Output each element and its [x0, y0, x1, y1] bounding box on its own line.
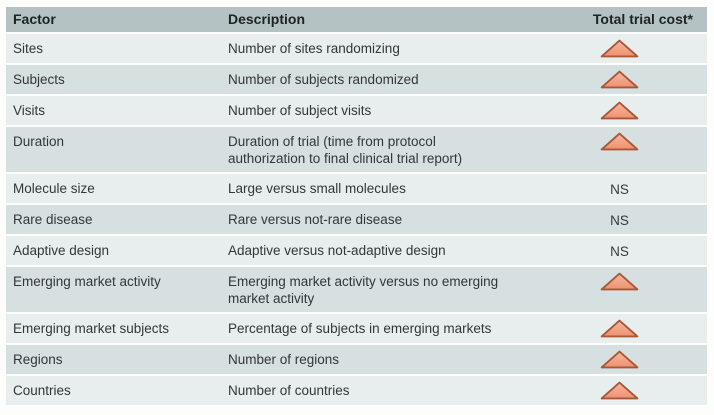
cost-cell	[560, 314, 707, 343]
factor-cell: Countries	[13, 383, 71, 398]
factor-cell: Regions	[13, 352, 63, 367]
table-row: Emerging market subjects Percentage of s…	[6, 314, 707, 343]
description-cell: Rare versus not-rare disease	[228, 212, 403, 227]
description-cell: Number of regions	[228, 352, 340, 367]
table-row: Countries Number of countries	[6, 376, 707, 405]
factor-cell: Molecule size	[13, 181, 95, 196]
table-header-row: Factor Description Total trial cost*	[6, 7, 707, 32]
table-row: Molecule size Large versus small molecul…	[6, 174, 707, 203]
table-row: Sites Number of sites randomizing	[6, 34, 707, 63]
cost-ns-value: NS	[610, 244, 629, 259]
factor-cell: Adaptive design	[13, 243, 110, 258]
cost-cell	[560, 34, 707, 63]
cost-ns-value: NS	[610, 182, 629, 197]
description-cell: Duration of trial (time from protocol au…	[228, 134, 463, 166]
column-header-factor: Factor	[13, 11, 56, 27]
description-cell: Number of countries	[228, 383, 350, 398]
cost-increase-triangle-icon	[600, 39, 639, 58]
cost-cell	[560, 267, 707, 312]
table-body: Sites Number of sites randomizing Subjec…	[6, 34, 707, 405]
cost-increase-triangle-icon	[600, 350, 639, 369]
description-cell: Emerging market activity versus no emerg…	[228, 274, 499, 306]
cost-cell: NS	[560, 205, 707, 234]
table-row: Adaptive design Adaptive versus not-adap…	[6, 236, 707, 265]
cost-increase-triangle-icon	[600, 381, 639, 400]
factor-cell: Duration	[13, 134, 65, 149]
cost-cell	[560, 127, 707, 172]
cost-increase-triangle-icon	[600, 272, 639, 291]
factor-cell: Rare disease	[13, 212, 93, 227]
table-row: Emerging market activity Emerging market…	[6, 267, 707, 312]
table-row: Rare disease Rare versus not-rare diseas…	[6, 205, 707, 234]
cost-cell	[560, 376, 707, 405]
table-row: Duration Duration of trial (time from pr…	[6, 127, 707, 172]
cost-increase-triangle-icon	[600, 70, 639, 89]
factor-cell: Subjects	[13, 72, 65, 87]
factor-cell: Sites	[13, 41, 44, 56]
column-header-total-trial-cost: Total trial cost*	[592, 11, 693, 27]
description-cell: Number of subjects randomized	[228, 72, 419, 87]
cost-cell: NS	[560, 174, 707, 203]
table-row: Subjects Number of subjects randomized	[6, 65, 707, 94]
cost-increase-triangle-icon	[600, 319, 639, 338]
cost-cell: NS	[560, 236, 707, 265]
description-cell: Large versus small molecules	[228, 181, 406, 196]
cost-cell	[560, 96, 707, 125]
factor-cell: Visits	[13, 103, 46, 118]
column-header-description: Description	[228, 11, 306, 27]
cost-ns-value: NS	[610, 213, 629, 228]
trial-cost-factors-table: Factor Description Total trial cost* Sit…	[6, 7, 707, 405]
factor-cell: Emerging market activity	[13, 274, 161, 289]
cost-cell	[560, 345, 707, 374]
table-row: Visits Number of subject visits	[6, 96, 707, 125]
factor-cell: Emerging market subjects	[13, 321, 170, 336]
description-cell: Number of sites randomizing	[228, 41, 400, 56]
table-row: Regions Number of regions	[6, 345, 707, 374]
description-cell: Percentage of subjects in emerging marke…	[228, 321, 492, 336]
cost-increase-triangle-icon	[600, 132, 639, 151]
cost-cell	[560, 65, 707, 94]
description-cell: Number of subject visits	[228, 103, 372, 118]
description-cell: Adaptive versus not-adaptive design	[228, 243, 446, 258]
cost-increase-triangle-icon	[600, 101, 639, 120]
